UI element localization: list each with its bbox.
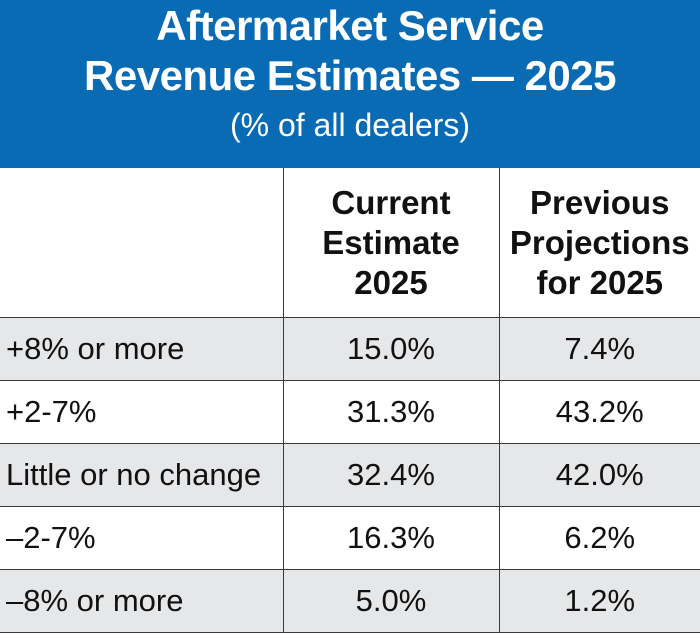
table-row: –8% or more 5.0% 1.2% (0, 569, 700, 633)
title-line-2: Revenue Estimates — 2025 (84, 52, 616, 99)
column-header-line: Previous (530, 183, 670, 221)
row-label: Little or no change (0, 443, 284, 507)
previous-projection-cell: 7.4% (498, 317, 700, 381)
current-estimate-cell: 32.4% (282, 443, 500, 507)
table-row: +2-7% 31.3% 43.2% (0, 380, 700, 444)
table-row: Little or no change 32.4% 42.0% (0, 443, 700, 507)
subtitle: (% of all dealers) (229, 107, 471, 143)
column-header-line: Current (331, 183, 451, 221)
column-header-line: 2025 (354, 263, 428, 301)
estimates-table: Current Estimate 2025 Previous Projections fo… (0, 168, 700, 633)
table-body: +8% or more 15.0% 7.4% +2-7% 31.3% 43.2% Littl… (0, 317, 700, 633)
previous-projection-cell: 42.0% (498, 443, 700, 507)
row-label: –8% or more (0, 569, 284, 633)
column-header-line: Estimate (322, 223, 460, 261)
row-label: –2-7% (0, 506, 284, 570)
row-label: +2-7% (0, 380, 284, 444)
title: Aftermarket Service Revenue Estimates — … (0, 0, 700, 101)
title-banner: Aftermarket Service Revenue Estimates — … (0, 0, 700, 168)
row-label: +8% or more (0, 317, 284, 381)
table-head: Current Estimate 2025 Previous Projections fo… (0, 168, 700, 318)
current-estimate-cell: 31.3% (282, 380, 500, 444)
header-row: Current Estimate 2025 Previous Projections fo… (0, 168, 700, 318)
table-row: +8% or more 15.0% 7.4% (0, 317, 700, 381)
column-header-label (0, 168, 284, 318)
column-header-previous: Previous Projections for 2025 (498, 168, 700, 318)
table-row: –2-7% 16.3% 6.2% (0, 506, 700, 570)
current-estimate-cell: 16.3% (282, 506, 500, 570)
previous-projection-cell: 6.2% (498, 506, 700, 570)
column-header-line: Projections (509, 223, 690, 261)
current-estimate-cell: 15.0% (282, 317, 500, 381)
current-estimate-cell: 5.0% (282, 569, 500, 633)
previous-projection-cell: 43.2% (498, 380, 700, 444)
title-line-1: Aftermarket Service (156, 2, 544, 49)
column-header-current: Current Estimate 2025 (282, 168, 500, 318)
column-header-line: for 2025 (536, 263, 664, 301)
previous-projection-cell: 1.2% (498, 569, 700, 633)
